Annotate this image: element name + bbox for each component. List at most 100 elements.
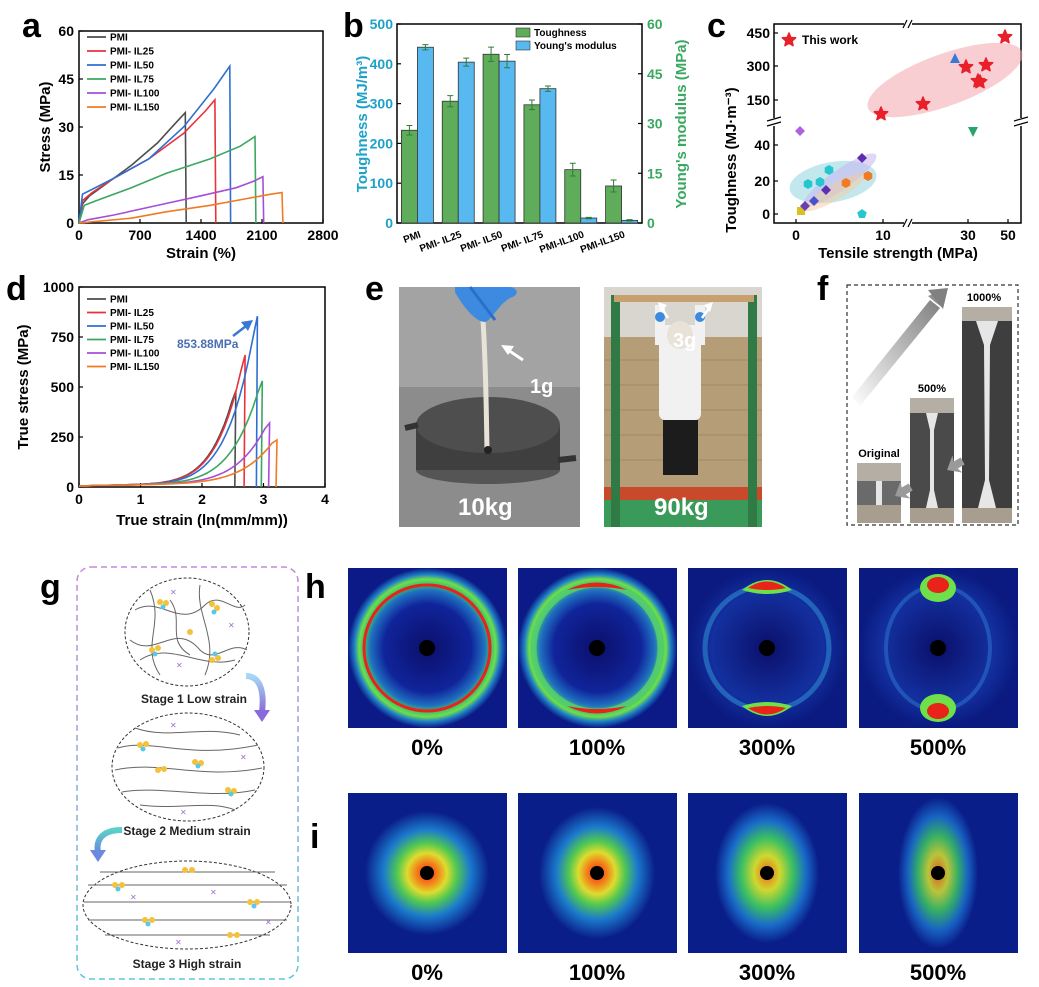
chart-a-xtick-label: 700 [128, 227, 152, 243]
chart-b-errorbar-toughness [610, 179, 617, 193]
svg-text:✕: ✕ [130, 893, 137, 902]
chart-b-errorbar-toughness [488, 46, 495, 62]
panel-label-i: i [310, 818, 319, 856]
chart-b-ytick-left-label: 300 [370, 96, 394, 112]
chart-a-legend-label: PMI [110, 33, 128, 44]
chart-b-errorbar-modulus [585, 216, 592, 220]
panel-label-f: f [817, 270, 829, 308]
chart-d-xlabel: True strain (ln(mm/mm)) [116, 512, 288, 529]
waxs-label-300: 300% [739, 735, 795, 760]
chart-c-ytick-label: 150 [747, 92, 771, 108]
photo-e-right-tag: 3g [673, 330, 696, 352]
chart-b-ytick-left-label: 400 [370, 56, 394, 72]
waxs-label-0: 0% [411, 735, 443, 760]
chart-b-bar-modulus [498, 60, 516, 224]
chart-b-legend-label: Toughness [534, 28, 587, 39]
chart-d-series-line [78, 354, 246, 488]
chart-c-point-this-work [972, 74, 988, 89]
chart-c-point [797, 207, 805, 215]
chart-a-ytick-label: 0 [66, 215, 74, 231]
svg-text:✕: ✕ [170, 588, 177, 597]
chart-c-xtick-label: 0 [792, 227, 800, 243]
svg-text:✕: ✕ [240, 753, 247, 762]
chart-c-point [968, 127, 978, 137]
chart-b-bar-toughness [401, 129, 418, 224]
chart-c-point [841, 178, 851, 188]
chart-a-legend-label: PMI- IL50 [110, 61, 154, 72]
chart-b-ytick-left-label: 200 [370, 135, 394, 151]
chart-b-errorbar-toughness [528, 99, 535, 111]
chart-c-point-this-work [873, 106, 889, 121]
chart-c-ytick-label: 20 [754, 173, 770, 189]
chart-a-xtick-label: 0 [75, 227, 83, 243]
panel-label-c: c [707, 7, 726, 45]
chart-c-region-orange [803, 172, 867, 212]
saxs-label-0: 0% [411, 960, 443, 985]
chart-c-ylabel: Toughness (MJ·m⁻³) [723, 87, 740, 232]
photo-e-left-label: 10kg [458, 494, 513, 521]
chart-b-errorbar-toughness [447, 95, 454, 108]
chart-d-legend-label: PMI [110, 295, 128, 306]
panel-label-h: h [305, 568, 326, 606]
chart-d-ytick-label: 0 [66, 479, 74, 495]
saxs-label-100: 100% [569, 960, 625, 985]
chart-d-arrowhead [241, 320, 253, 331]
chart-d-ylabel: True stress (MPa) [15, 324, 32, 449]
chart-a-series-line [78, 63, 232, 224]
chart-d-legend-label: PMI- IL25 [110, 308, 154, 319]
chart-c-ytick-label: 0 [762, 206, 770, 222]
stage3-label: Stage 3 High strain [133, 957, 242, 971]
chart-c-point-this-work [781, 32, 797, 47]
waxs-label-100: 100% [569, 735, 625, 760]
panel-label-a: a [22, 7, 42, 45]
chart-b-legend-label: Young's modulus [534, 41, 617, 52]
chart-a-series-line [78, 191, 284, 224]
chart-c-ytick-label: 40 [754, 137, 770, 153]
chart-b-bar-toughness [523, 104, 541, 224]
chart-d-xtick-label: 3 [260, 491, 268, 507]
saxs-label-500: 500% [910, 960, 966, 985]
chart-a-legend-label: PMI- IL75 [110, 75, 154, 86]
chart-d-legend-label: PMI- IL150 [110, 362, 160, 373]
chart-c-point [821, 185, 831, 195]
photo-e-right-label: 90kg [654, 494, 709, 521]
chart-b-bar-toughness [482, 53, 500, 224]
photo-f-500-label: 500% [918, 383, 946, 395]
photo-e: 1g 10kg 3g 90kg [399, 286, 762, 527]
photo-f-1000-label: 1000% [967, 292, 1001, 304]
chart-b-errorbar-modulus [504, 54, 511, 69]
chart-d-legend-label: PMI- IL50 [110, 322, 154, 333]
chart-a-ytick-label: 60 [58, 23, 74, 39]
chart-a-ylabel: Stress (MPa) [37, 82, 54, 173]
chart-b-ytick-right-label: 0 [647, 215, 655, 231]
chart-c-point [824, 165, 834, 175]
chart-c-point [950, 53, 960, 63]
chart-c-point [809, 196, 819, 206]
svg-text:✕: ✕ [170, 721, 177, 730]
chart-b-errorbar-toughness [406, 124, 413, 136]
axis-break-marks [766, 19, 1029, 228]
chart-a-ytick-label: 30 [58, 119, 74, 135]
stage1-label: Stage 1 Low strain [141, 692, 247, 706]
chart-c-xlabel: Tensile strength (MPa) [818, 245, 978, 262]
chart-d-series-line [78, 390, 237, 488]
chart-b-errorbar-modulus [463, 57, 470, 67]
chart-d-ytick-label: 250 [51, 429, 75, 445]
chart-c-point [863, 171, 873, 181]
chart-a-legend-label: PMI- IL100 [110, 89, 160, 100]
chart-c-point [857, 209, 867, 218]
chart-b-xtick-label: PMI-IL150 [579, 229, 627, 255]
svg-text:✕: ✕ [265, 918, 272, 927]
chart-d-legend-label: PMI- IL100 [110, 349, 160, 360]
photo-f: Original 500% 1000% [846, 284, 1019, 526]
chart-b-xtick-label: PMI- IL50 [459, 229, 504, 255]
svg-text:✕: ✕ [228, 621, 235, 630]
chart-d: True stress (MPa) True strain (ln(mm/mm)… [15, 279, 329, 529]
chart-b-xtick-label: PMI- IL25 [418, 229, 463, 255]
chart-c-point [803, 179, 813, 189]
chart-b-errorbar-modulus [544, 85, 551, 92]
svg-text:✕: ✕ [180, 808, 187, 817]
chart-c-point [857, 153, 867, 163]
chart-a-legend-label: PMI- IL25 [110, 47, 154, 58]
